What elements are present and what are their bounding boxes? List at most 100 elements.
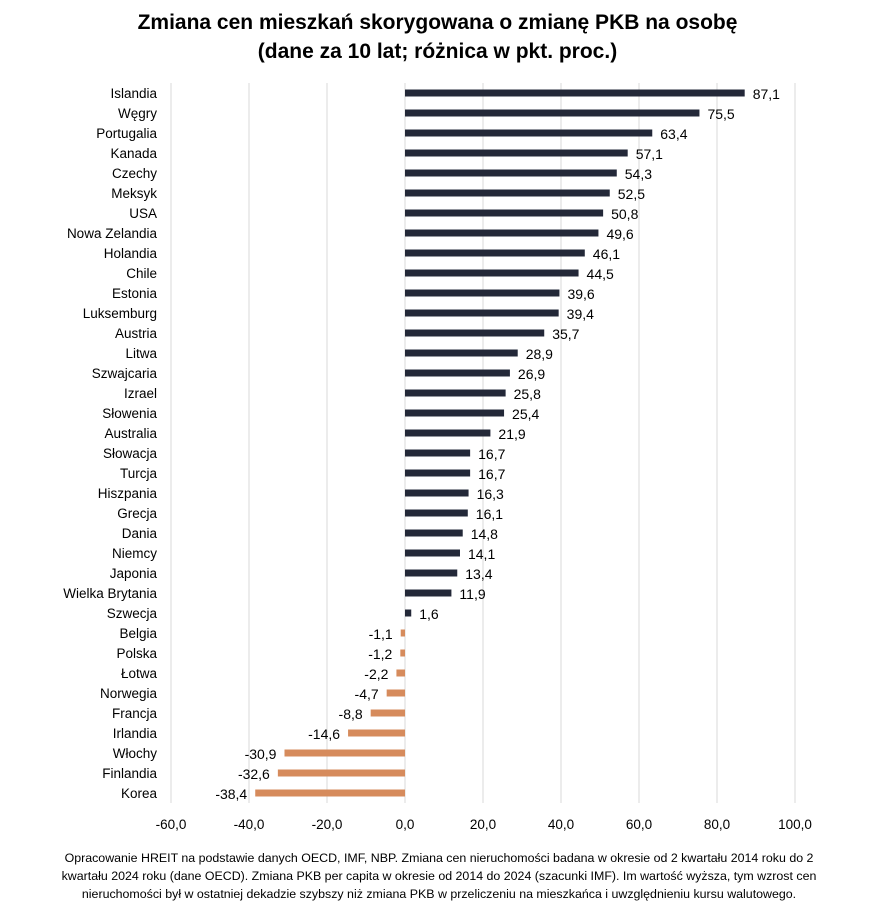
category-label: Austria [115,326,158,341]
data-label: 21,9 [498,426,525,442]
bar [400,649,405,657]
bar [284,749,405,757]
data-label: 25,8 [514,386,541,402]
bar [405,509,468,517]
data-label: 49,6 [606,226,633,242]
data-label: 46,1 [593,246,620,262]
bar [386,689,405,697]
data-label: 25,4 [512,406,539,422]
footnote-line-1: Opracowanie HREIT na podstawie danych OE… [64,851,814,865]
bar [405,209,604,217]
x-tick-label: 20,0 [470,817,496,832]
footnote: Opracowanie HREIT na podstawie danych OE… [14,849,864,903]
bar [405,609,412,617]
data-label: -2,2 [364,666,388,682]
x-tick-label: 100,0 [778,817,812,832]
bar [396,669,405,677]
data-label: 63,4 [660,126,687,142]
data-label: -14,6 [308,726,340,742]
category-label: Islandia [110,86,157,101]
category-label: Nowa Zelandia [67,226,158,241]
data-label: -4,7 [355,686,379,702]
bar [405,349,518,357]
data-label: -8,8 [339,706,363,722]
category-label: Meksyk [111,186,157,201]
data-label: 16,3 [477,486,504,502]
data-label: 54,3 [625,166,652,182]
category-label: Węgry [118,106,157,121]
bar [405,309,559,317]
data-label: 44,5 [587,266,614,282]
data-label: 52,5 [618,186,645,202]
bar [405,109,700,117]
bar [405,229,599,237]
bar [405,189,610,197]
bar [405,329,545,337]
bar [370,709,405,717]
bar [405,569,458,577]
data-label: 87,1 [753,86,780,102]
chart-title-line-1: Zmiana cen mieszkań skorygowana o zmianę… [137,11,738,34]
category-label: Finlandia [102,766,157,781]
category-label: Słowenia [102,406,157,421]
data-label: -1,1 [369,626,393,642]
category-label: Łotwa [121,666,158,681]
bar [405,149,628,157]
bar [405,409,505,417]
bar [348,729,405,737]
data-label: 28,9 [526,346,553,362]
category-label: Francja [112,706,158,721]
category-label: Czechy [112,166,157,181]
category-label: Holandia [104,246,158,261]
data-label: -30,9 [245,746,277,762]
bar [405,489,469,497]
x-tick-label: -60,0 [156,817,187,832]
x-tick-label: 60,0 [626,817,652,832]
category-label: Słowacja [103,446,158,461]
bar [405,129,653,137]
category-label: Estonia [112,286,158,301]
bar [405,469,471,477]
category-label: Kanada [110,146,157,161]
data-label: 1,6 [419,606,439,622]
category-label: Turcja [120,466,157,481]
category-label: Szwajcaria [92,366,158,381]
bar [255,789,405,797]
category-label: Irlandia [113,726,158,741]
x-tick-label: -20,0 [312,817,343,832]
data-label: 11,9 [459,586,485,602]
data-label: 16,1 [476,506,503,522]
data-label: 14,8 [471,526,498,542]
bar-chart: -60,0 -40,0 -20,0 0,0 20,0 40,0 60,0 80,0 100,0 I… [63,83,812,832]
data-label: 16,7 [478,466,505,482]
bar [405,549,460,557]
category-label: Izrael [124,386,157,401]
bar [405,89,745,97]
category-label: Chile [126,266,157,281]
category-label: Dania [122,526,158,541]
category-label: Wielka Brytania [63,586,157,601]
category-label: Niemcy [112,546,157,561]
data-label: 13,4 [465,566,492,582]
footnote-line-2: kwartału 2024 roku (dane OECD). Zmiana P… [61,869,817,883]
category-label: Hiszpania [98,486,158,501]
chart-title: Zmiana cen mieszkań skorygowana o zmianę… [0,8,875,66]
data-label: -32,6 [238,766,270,782]
data-label: 39,6 [567,286,594,302]
bar [405,369,510,377]
x-tick-label: -40,0 [234,817,265,832]
chart-title-line-2: (dane za 10 lat; różnica w pkt. proc.) [257,40,618,63]
bar [405,169,617,177]
bar [400,629,405,637]
category-label: Norwegia [100,686,158,701]
category-label: Australia [104,426,157,441]
category-label: Litwa [125,346,157,361]
data-label: 14,1 [468,546,495,562]
category-label: Portugalia [96,126,157,141]
data-label: 39,4 [567,306,594,322]
data-label: 57,1 [636,146,663,162]
data-label: 16,7 [478,446,505,462]
data-label: 75,5 [707,106,734,122]
category-label: USA [129,206,157,221]
category-label: Korea [121,786,158,801]
